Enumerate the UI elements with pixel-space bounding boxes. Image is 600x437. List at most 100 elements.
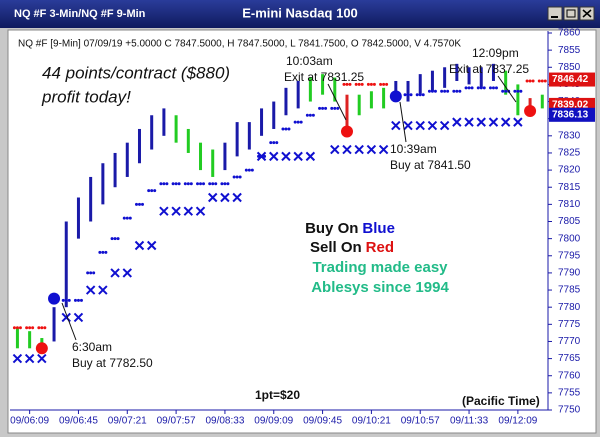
icon bbox=[566, 9, 576, 18]
stop-dot bbox=[89, 271, 93, 275]
stop-dot bbox=[476, 86, 480, 90]
stop-dot bbox=[543, 79, 547, 83]
stop-dot bbox=[196, 182, 200, 186]
stop-dot bbox=[223, 182, 227, 186]
band-marker bbox=[305, 151, 316, 162]
stop-dot bbox=[299, 120, 303, 124]
arrow bbox=[497, 75, 517, 103]
band-marker bbox=[354, 144, 364, 155]
stop-dot bbox=[525, 79, 529, 83]
y-tick-label: 7775 bbox=[558, 319, 581, 330]
stop-dot bbox=[199, 182, 203, 186]
price-bar bbox=[345, 94, 349, 133]
maximize-button[interactable] bbox=[563, 6, 579, 21]
stop-dot bbox=[116, 237, 120, 241]
price-bar bbox=[89, 176, 93, 222]
legend-line: Buy On Blue bbox=[305, 220, 395, 237]
stop-dot bbox=[336, 106, 340, 110]
band-marker bbox=[232, 192, 242, 203]
stop-dot bbox=[202, 182, 206, 186]
price-bar bbox=[235, 122, 239, 157]
x-tick-label: 09/12:09 bbox=[498, 416, 537, 427]
title-bar bbox=[0, 0, 600, 28]
price-bar bbox=[357, 94, 361, 116]
stop-dot bbox=[409, 93, 413, 97]
stop-dot bbox=[263, 154, 267, 158]
stop-dot bbox=[232, 175, 236, 179]
price-bar bbox=[467, 67, 471, 85]
stop-dot bbox=[238, 175, 242, 179]
price-bar bbox=[247, 122, 251, 150]
minimize-button[interactable] bbox=[547, 6, 563, 21]
stop-dot bbox=[540, 79, 544, 83]
band-marker bbox=[378, 144, 389, 155]
price-bar bbox=[260, 108, 264, 136]
chart-panel bbox=[7, 29, 597, 434]
price-bar bbox=[52, 307, 56, 342]
stop-dot bbox=[504, 89, 508, 93]
stop-dot bbox=[528, 79, 532, 83]
stop-dot bbox=[433, 89, 437, 93]
band-marker bbox=[73, 312, 84, 323]
slogan: Ablesys since 1994 bbox=[311, 279, 449, 296]
y-tick-label: 7765 bbox=[558, 353, 581, 364]
stop-dot bbox=[177, 182, 181, 186]
stop-dot bbox=[25, 326, 29, 330]
stop-dot bbox=[247, 168, 251, 172]
price-bar bbox=[15, 327, 19, 349]
stop-dot bbox=[211, 182, 215, 186]
stop-dot bbox=[531, 79, 535, 83]
y-tick-label: 7830 bbox=[558, 130, 581, 141]
price-bar bbox=[137, 128, 141, 164]
stop-dot bbox=[284, 127, 288, 131]
stop-dot bbox=[501, 89, 505, 93]
stop-dot bbox=[275, 141, 279, 145]
band-marker bbox=[500, 117, 511, 127]
stop-dot bbox=[321, 106, 325, 110]
y-tick-label: 7850 bbox=[558, 62, 581, 73]
stop-dot bbox=[250, 168, 254, 172]
window-buttons[interactable] bbox=[547, 6, 595, 21]
price-bar bbox=[455, 63, 459, 81]
stop-dot bbox=[287, 127, 291, 131]
stop-dot bbox=[98, 250, 102, 254]
band-marker bbox=[403, 120, 413, 131]
band-marker bbox=[24, 353, 35, 364]
stop-dot bbox=[40, 326, 44, 330]
stop-dot bbox=[427, 89, 431, 93]
stop-dot bbox=[324, 106, 328, 110]
info-line: NQ #F [9-Min] 07/09/19 +5.0000 C 7847.50… bbox=[18, 39, 461, 50]
stop-dot bbox=[101, 250, 105, 254]
stop-dot bbox=[491, 86, 495, 90]
annotation: 44 points/contract ($880) bbox=[42, 63, 230, 82]
stop-dot bbox=[186, 182, 190, 186]
price-bar bbox=[540, 94, 544, 109]
band-marker bbox=[195, 206, 206, 216]
band-marker bbox=[391, 120, 401, 131]
stop-dot bbox=[330, 106, 334, 110]
stop-dot bbox=[92, 271, 96, 275]
stop-dot bbox=[86, 271, 90, 275]
y-tick-label: 7855 bbox=[558, 45, 581, 56]
stop-dot bbox=[516, 89, 520, 93]
signal bbox=[48, 292, 61, 305]
stop-dot bbox=[305, 113, 309, 117]
stop-dot bbox=[443, 89, 447, 93]
price-bar bbox=[491, 63, 495, 81]
stop-dot bbox=[470, 86, 474, 90]
y-tick-label: 7770 bbox=[558, 336, 581, 347]
band-marker bbox=[146, 240, 157, 251]
stop-dot bbox=[244, 168, 248, 172]
stop-dot bbox=[235, 175, 239, 179]
y-tick-label: 7805 bbox=[558, 216, 581, 227]
stop-dot bbox=[403, 93, 407, 97]
price-bar bbox=[443, 67, 447, 88]
x-tick-label: 09/07:21 bbox=[108, 416, 147, 427]
stop-dot bbox=[171, 182, 175, 186]
band-marker bbox=[439, 120, 450, 131]
stop-dot bbox=[482, 86, 486, 90]
stop-dot bbox=[214, 182, 218, 186]
annotation: Exit at 7837.25 bbox=[449, 62, 529, 76]
stop-dot bbox=[379, 82, 383, 86]
